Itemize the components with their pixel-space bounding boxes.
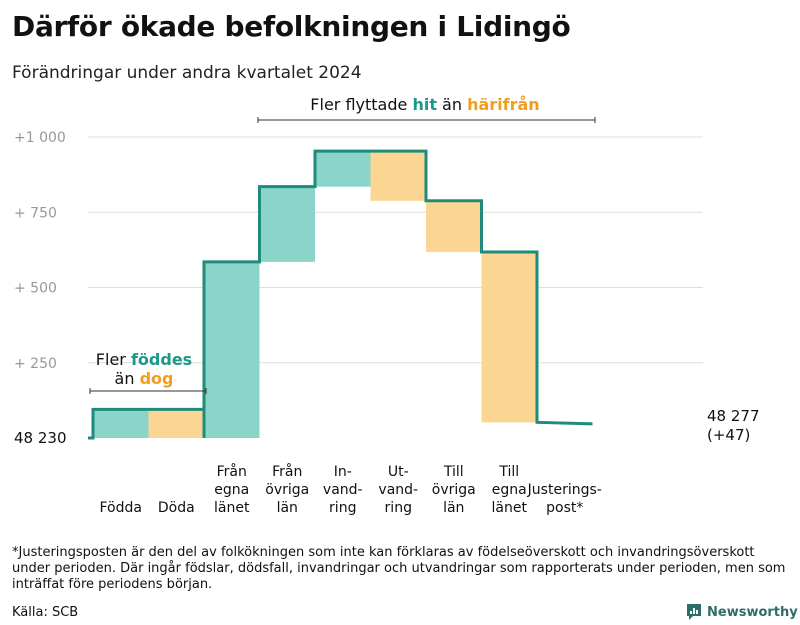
bar-inflow [315, 151, 371, 187]
chart-title: Därför ökade befolkningen i Lidingö [12, 10, 571, 43]
category-label: län [443, 500, 464, 516]
newsworthy-logo-icon [687, 604, 701, 620]
category-label: Justerings- [527, 482, 602, 498]
end-change-label: (+47) [707, 426, 750, 444]
category-label: ring [385, 500, 412, 516]
category-label: Till [498, 464, 519, 480]
chart-subtitle: Förändringar under andra kvartalet 2024 [12, 63, 362, 83]
category-label: Till [443, 464, 464, 480]
y-tick-label: +1 000 [14, 130, 66, 146]
end-value-label: 48 277 [707, 407, 760, 425]
footnote: *Justeringsposten är den del av folkökni… [12, 545, 786, 592]
category-label: ring [329, 500, 356, 516]
waterfall-chart: +1 000 + 750 + 500 + 250 48 230 48 277(+47) Fö… [14, 95, 760, 516]
bar-inflow [204, 261, 260, 438]
y-base-label: 48 230 [14, 429, 67, 447]
births-annotation-line2: än dog [115, 369, 174, 388]
migration-annotation: Fler flyttade hit än härifrån [310, 95, 539, 114]
category-label: Från [217, 463, 247, 480]
category-label: vand- [323, 482, 363, 498]
bar-outflow [426, 200, 482, 252]
bar-outflow [481, 251, 537, 423]
category-label: egna [214, 482, 249, 498]
category-label: In- [334, 464, 352, 480]
category-label: Födda [100, 500, 142, 516]
category-label: Från [272, 463, 302, 480]
y-tick-label: + 500 [14, 281, 57, 297]
brand-logo: Newsworthy [686, 603, 798, 621]
category-label: län [277, 500, 298, 516]
brand-name: Newsworthy [707, 604, 798, 620]
category-label: egna [492, 482, 527, 498]
bar-inflow [93, 409, 149, 438]
y-tick-label: + 250 [14, 356, 57, 372]
bar-outflow [148, 409, 204, 438]
category-label: vand- [378, 482, 418, 498]
category-label: Döda [158, 500, 195, 516]
y-tick-label: + 750 [14, 205, 57, 221]
category-label: post* [546, 500, 583, 516]
waterfall-step-line [88, 149, 593, 440]
category-label: länet [214, 500, 250, 516]
source-label: Källa: SCB [12, 605, 79, 620]
bar-inflow [259, 186, 315, 262]
category-label: Ut- [388, 464, 409, 480]
births-annotation-line1: Fler föddes [96, 350, 192, 369]
category-label: övriga [265, 482, 309, 498]
category-label: länet [492, 500, 528, 516]
category-label: övriga [432, 482, 476, 498]
bar-outflow [370, 151, 426, 201]
